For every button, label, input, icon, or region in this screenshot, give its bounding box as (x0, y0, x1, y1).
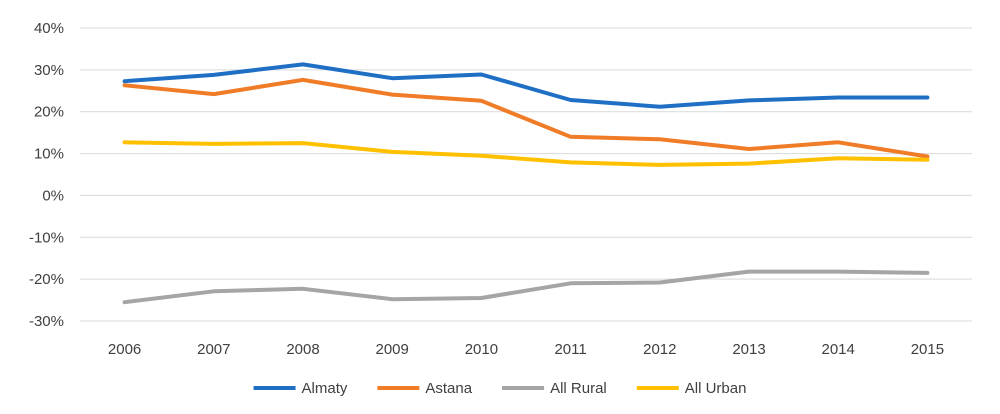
legend-label: All Urban (685, 380, 747, 397)
x-tick-label: 2007 (197, 341, 230, 358)
x-tick-label: 2009 (376, 341, 409, 358)
x-axis-tick-labels: 2006 2007 2008 2009 2010 2011 2012 2013 2014 2015 (108, 341, 944, 358)
y-tick-label: -30% (29, 313, 64, 330)
series-line-astana (122, 77, 930, 159)
legend-item: All Rural (502, 380, 607, 397)
y-tick-label: -20% (29, 271, 64, 288)
x-tick-label: 2013 (732, 341, 765, 358)
y-tick-label: 40% (34, 20, 64, 37)
legend-item: All Urban (636, 380, 747, 397)
legend: Almaty Astana All Rural All Urban (253, 380, 747, 397)
y-tick-label: 0% (42, 187, 64, 204)
x-tick-label: 2015 (911, 341, 944, 358)
legend-label: Astana (425, 380, 472, 397)
y-axis-tick-labels: 40% 30% 20% 10% 0% -10% -20% -30% (29, 20, 64, 330)
series-line-all-urban (122, 140, 930, 167)
y-tick-label: 30% (34, 62, 64, 79)
y-tick-label: -10% (29, 229, 64, 246)
x-tick-label: 2008 (286, 341, 319, 358)
legend-item: Almaty (253, 380, 348, 397)
series-line-almaty (122, 62, 930, 109)
y-tick-label: 20% (34, 104, 64, 121)
legend-item: Astana (377, 380, 473, 397)
gridlines (80, 27, 972, 322)
series-lines (122, 62, 930, 305)
legend-label: All Rural (550, 380, 607, 397)
legend-label: Almaty (302, 380, 348, 397)
y-tick-label: 10% (34, 146, 64, 163)
x-tick-label: 2012 (643, 341, 676, 358)
series-line-all-rural (122, 269, 930, 305)
x-tick-label: 2014 (822, 341, 855, 358)
x-tick-label: 2010 (465, 341, 498, 358)
x-tick-label: 2006 (108, 341, 141, 358)
x-tick-label: 2011 (554, 341, 586, 358)
